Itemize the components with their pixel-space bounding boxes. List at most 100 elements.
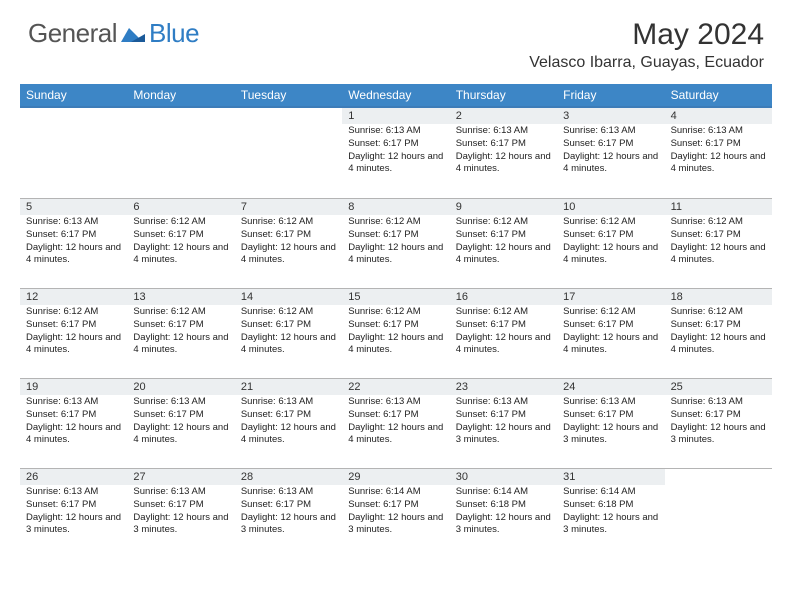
day-info: Sunrise: 6:12 AMSunset: 6:17 PMDaylight:… — [665, 305, 772, 361]
day-cell: 11Sunrise: 6:12 AMSunset: 6:17 PMDayligh… — [665, 198, 772, 288]
day-cell: 30Sunrise: 6:14 AMSunset: 6:18 PMDayligh… — [450, 468, 557, 558]
day-cell: 17Sunrise: 6:12 AMSunset: 6:17 PMDayligh… — [557, 288, 664, 378]
day-cell: 27Sunrise: 6:13 AMSunset: 6:17 PMDayligh… — [127, 468, 234, 558]
day-info: Sunrise: 6:12 AMSunset: 6:17 PMDaylight:… — [235, 305, 342, 361]
day-number: 11 — [665, 199, 772, 215]
day-info: Sunrise: 6:14 AMSunset: 6:18 PMDaylight:… — [557, 485, 664, 541]
day-number: 30 — [450, 469, 557, 485]
day-info: Sunrise: 6:13 AMSunset: 6:17 PMDaylight:… — [342, 395, 449, 451]
calendar: SundayMondayTuesdayWednesdayThursdayFrid… — [20, 84, 772, 558]
title-block: May 2024 Velasco Ibarra, Guayas, Ecuador — [529, 18, 764, 72]
location-text: Velasco Ibarra, Guayas, Ecuador — [529, 54, 764, 72]
day-cell — [127, 108, 234, 198]
day-cell: 7Sunrise: 6:12 AMSunset: 6:17 PMDaylight… — [235, 198, 342, 288]
day-info: Sunrise: 6:13 AMSunset: 6:17 PMDaylight:… — [665, 124, 772, 180]
logo-text-blue: Blue — [149, 18, 199, 49]
day-info: Sunrise: 6:12 AMSunset: 6:17 PMDaylight:… — [342, 305, 449, 361]
day-number: 24 — [557, 379, 664, 395]
day-number: 9 — [450, 199, 557, 215]
weekday-header: Wednesday — [342, 84, 449, 108]
day-cell: 8Sunrise: 6:12 AMSunset: 6:17 PMDaylight… — [342, 198, 449, 288]
day-cell — [20, 108, 127, 198]
day-cell: 26Sunrise: 6:13 AMSunset: 6:17 PMDayligh… — [20, 468, 127, 558]
day-number: 31 — [557, 469, 664, 485]
page-title: May 2024 — [529, 18, 764, 52]
day-cell: 13Sunrise: 6:12 AMSunset: 6:17 PMDayligh… — [127, 288, 234, 378]
day-cell: 4Sunrise: 6:13 AMSunset: 6:17 PMDaylight… — [665, 108, 772, 198]
weekday-header: Sunday — [20, 84, 127, 108]
day-info: Sunrise: 6:13 AMSunset: 6:17 PMDaylight:… — [557, 124, 664, 180]
day-cell: 25Sunrise: 6:13 AMSunset: 6:17 PMDayligh… — [665, 378, 772, 468]
day-cell — [665, 468, 772, 558]
logo-triangle-icon — [121, 26, 147, 49]
day-number: 1 — [342, 108, 449, 124]
day-info: Sunrise: 6:13 AMSunset: 6:17 PMDaylight:… — [342, 124, 449, 180]
day-cell — [235, 108, 342, 198]
day-cell: 9Sunrise: 6:12 AMSunset: 6:17 PMDaylight… — [450, 198, 557, 288]
weekday-header: Saturday — [665, 84, 772, 108]
day-number: 12 — [20, 289, 127, 305]
day-cell: 3Sunrise: 6:13 AMSunset: 6:17 PMDaylight… — [557, 108, 664, 198]
day-cell: 21Sunrise: 6:13 AMSunset: 6:17 PMDayligh… — [235, 378, 342, 468]
day-info: Sunrise: 6:12 AMSunset: 6:17 PMDaylight:… — [557, 215, 664, 271]
day-cell: 28Sunrise: 6:13 AMSunset: 6:17 PMDayligh… — [235, 468, 342, 558]
day-number: 6 — [127, 199, 234, 215]
day-number: 7 — [235, 199, 342, 215]
day-info: Sunrise: 6:12 AMSunset: 6:17 PMDaylight:… — [342, 215, 449, 271]
header: General Blue May 2024 Velasco Ibarra, Gu… — [0, 0, 792, 80]
day-cell: 18Sunrise: 6:12 AMSunset: 6:17 PMDayligh… — [665, 288, 772, 378]
day-cell: 2Sunrise: 6:13 AMSunset: 6:17 PMDaylight… — [450, 108, 557, 198]
day-number: 3 — [557, 108, 664, 124]
day-cell: 6Sunrise: 6:12 AMSunset: 6:17 PMDaylight… — [127, 198, 234, 288]
day-cell: 29Sunrise: 6:14 AMSunset: 6:17 PMDayligh… — [342, 468, 449, 558]
day-info: Sunrise: 6:13 AMSunset: 6:17 PMDaylight:… — [20, 395, 127, 451]
calendar-grid: 1Sunrise: 6:13 AMSunset: 6:17 PMDaylight… — [20, 108, 772, 558]
day-info: Sunrise: 6:12 AMSunset: 6:17 PMDaylight:… — [665, 215, 772, 271]
day-number: 5 — [20, 199, 127, 215]
day-number: 8 — [342, 199, 449, 215]
day-info: Sunrise: 6:14 AMSunset: 6:18 PMDaylight:… — [450, 485, 557, 541]
day-number: 4 — [665, 108, 772, 124]
day-number: 29 — [342, 469, 449, 485]
day-info: Sunrise: 6:13 AMSunset: 6:17 PMDaylight:… — [450, 395, 557, 451]
day-info: Sunrise: 6:12 AMSunset: 6:17 PMDaylight:… — [127, 215, 234, 271]
day-number: 19 — [20, 379, 127, 395]
logo: General Blue — [28, 18, 199, 49]
day-number: 25 — [665, 379, 772, 395]
day-cell: 24Sunrise: 6:13 AMSunset: 6:17 PMDayligh… — [557, 378, 664, 468]
weekday-header: Monday — [127, 84, 234, 108]
day-number: 10 — [557, 199, 664, 215]
day-number: 15 — [342, 289, 449, 305]
day-cell: 10Sunrise: 6:12 AMSunset: 6:17 PMDayligh… — [557, 198, 664, 288]
day-info: Sunrise: 6:13 AMSunset: 6:17 PMDaylight:… — [665, 395, 772, 451]
day-cell: 5Sunrise: 6:13 AMSunset: 6:17 PMDaylight… — [20, 198, 127, 288]
day-cell: 23Sunrise: 6:13 AMSunset: 6:17 PMDayligh… — [450, 378, 557, 468]
day-cell: 22Sunrise: 6:13 AMSunset: 6:17 PMDayligh… — [342, 378, 449, 468]
day-number: 13 — [127, 289, 234, 305]
day-info: Sunrise: 6:14 AMSunset: 6:17 PMDaylight:… — [342, 485, 449, 541]
weekday-header: Thursday — [450, 84, 557, 108]
day-number: 21 — [235, 379, 342, 395]
weekday-header: Friday — [557, 84, 664, 108]
day-info: Sunrise: 6:13 AMSunset: 6:17 PMDaylight:… — [20, 215, 127, 271]
day-number: 23 — [450, 379, 557, 395]
day-number: 16 — [450, 289, 557, 305]
day-cell: 14Sunrise: 6:12 AMSunset: 6:17 PMDayligh… — [235, 288, 342, 378]
day-info: Sunrise: 6:13 AMSunset: 6:17 PMDaylight:… — [557, 395, 664, 451]
day-info: Sunrise: 6:13 AMSunset: 6:17 PMDaylight:… — [235, 395, 342, 451]
day-number: 28 — [235, 469, 342, 485]
day-info: Sunrise: 6:12 AMSunset: 6:17 PMDaylight:… — [450, 215, 557, 271]
day-number: 22 — [342, 379, 449, 395]
day-number: 26 — [20, 469, 127, 485]
day-cell: 19Sunrise: 6:13 AMSunset: 6:17 PMDayligh… — [20, 378, 127, 468]
day-number: 14 — [235, 289, 342, 305]
day-cell: 16Sunrise: 6:12 AMSunset: 6:17 PMDayligh… — [450, 288, 557, 378]
day-info: Sunrise: 6:13 AMSunset: 6:17 PMDaylight:… — [235, 485, 342, 541]
day-number: 17 — [557, 289, 664, 305]
day-info: Sunrise: 6:13 AMSunset: 6:17 PMDaylight:… — [20, 485, 127, 541]
day-info: Sunrise: 6:13 AMSunset: 6:17 PMDaylight:… — [127, 395, 234, 451]
day-cell: 31Sunrise: 6:14 AMSunset: 6:18 PMDayligh… — [557, 468, 664, 558]
day-cell: 15Sunrise: 6:12 AMSunset: 6:17 PMDayligh… — [342, 288, 449, 378]
day-number: 2 — [450, 108, 557, 124]
day-info: Sunrise: 6:12 AMSunset: 6:17 PMDaylight:… — [235, 215, 342, 271]
